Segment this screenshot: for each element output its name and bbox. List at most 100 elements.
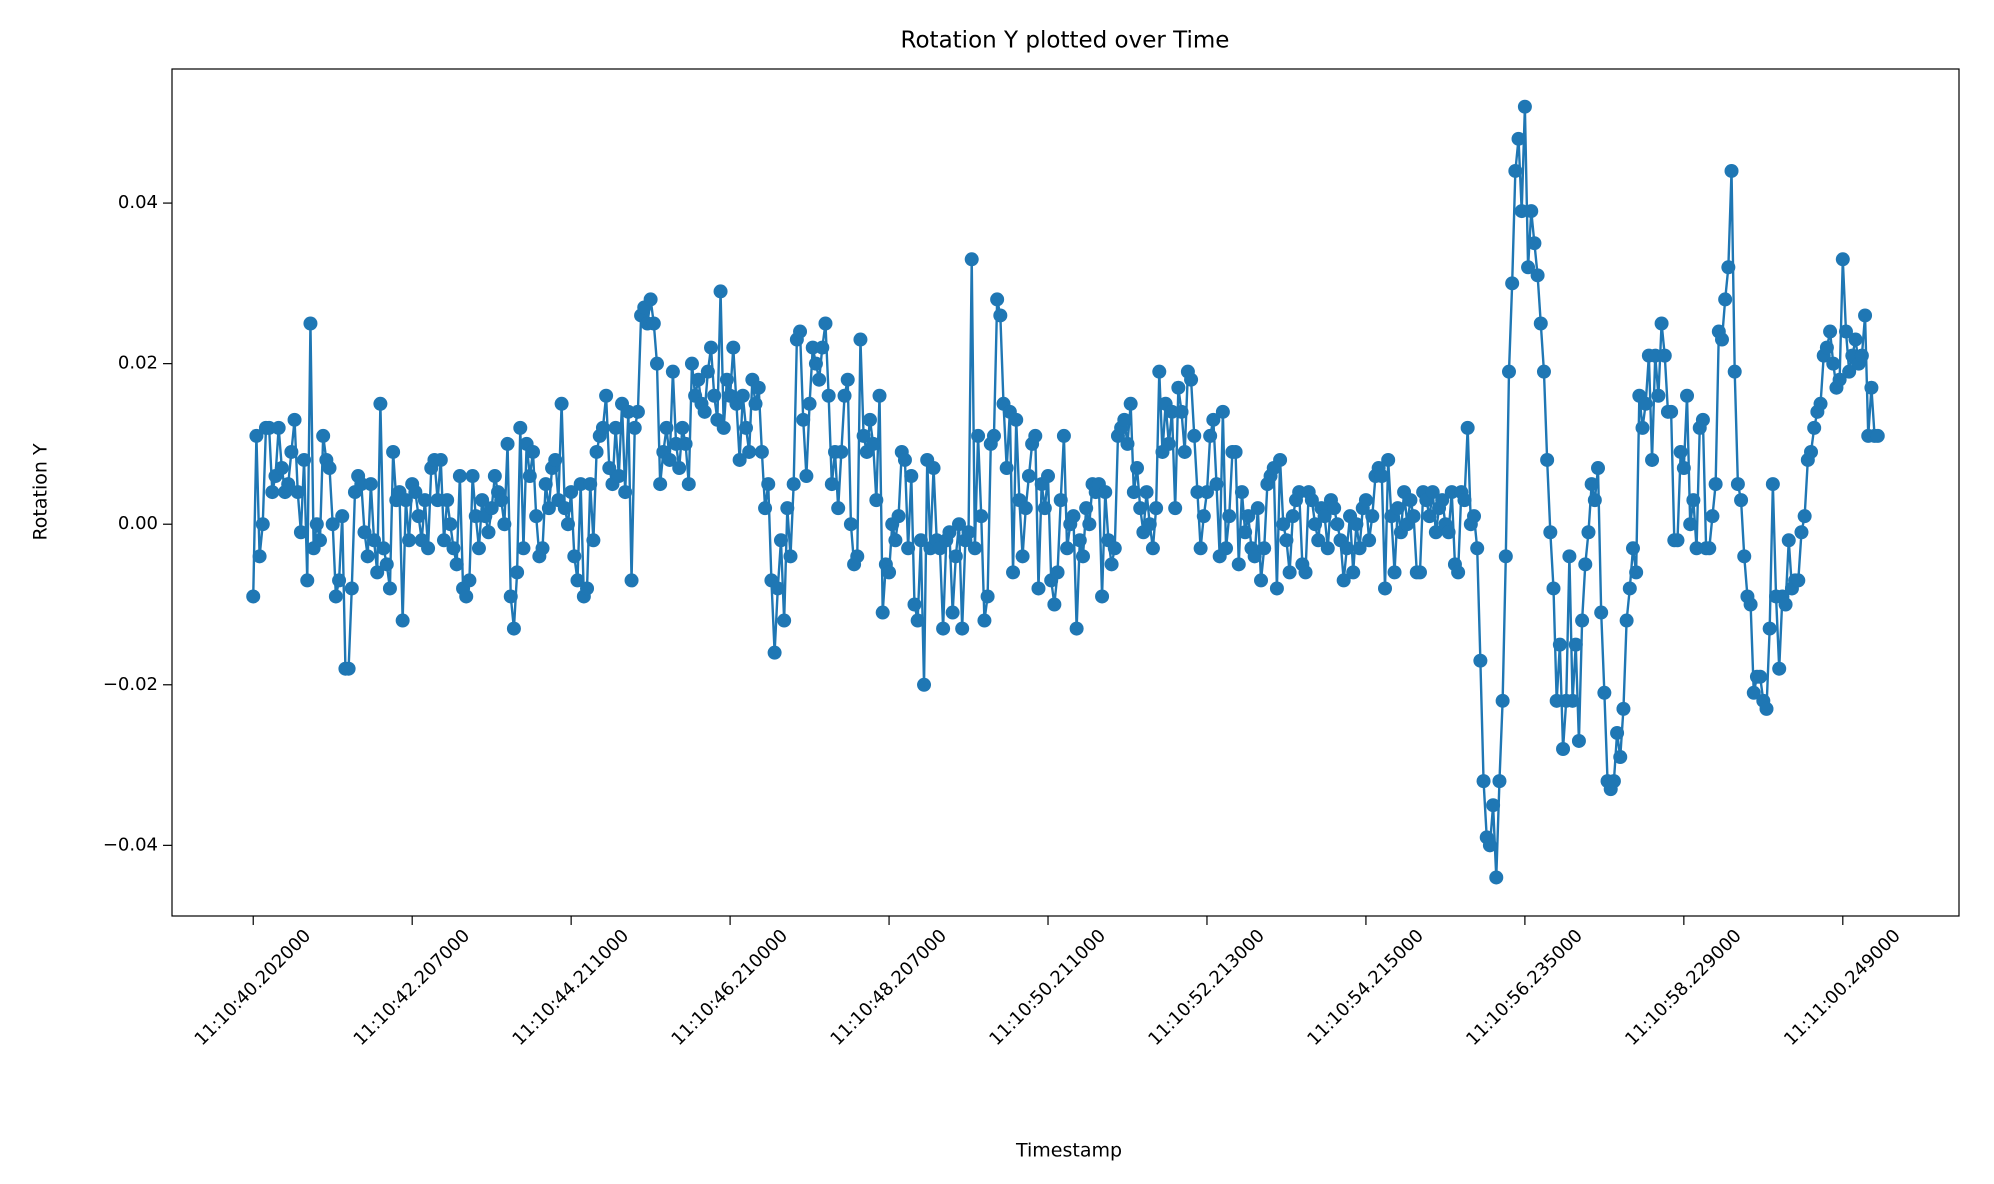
y-tick-label: 0.04 — [118, 192, 158, 213]
data-point — [255, 517, 270, 532]
data-point — [1053, 493, 1068, 508]
data-point — [1714, 332, 1729, 347]
data-point — [1807, 420, 1822, 435]
data-point — [1006, 565, 1021, 580]
data-point — [1813, 396, 1828, 411]
data-point — [281, 477, 296, 492]
data-point — [980, 589, 995, 604]
data-point — [398, 493, 413, 508]
data-point — [1708, 477, 1723, 492]
data-point — [554, 396, 569, 411]
data-point — [821, 388, 836, 403]
data-point — [465, 469, 480, 484]
data-point — [1676, 461, 1691, 476]
data-point — [608, 420, 623, 435]
data-point — [421, 541, 436, 556]
data-point — [1842, 364, 1857, 379]
data-point — [818, 316, 833, 331]
data-point — [548, 452, 563, 467]
data-point — [1610, 725, 1625, 740]
data-point — [704, 340, 719, 355]
y-tick-label: 0.00 — [118, 513, 158, 534]
data-point — [716, 420, 731, 435]
data-point — [901, 541, 916, 556]
data-point — [1492, 774, 1507, 789]
data-point — [882, 565, 897, 580]
data-point — [1139, 485, 1154, 500]
data-point — [1657, 348, 1672, 363]
data-point — [1743, 597, 1758, 612]
data-point — [1765, 477, 1780, 492]
data-point — [370, 565, 385, 580]
data-point — [1018, 501, 1033, 516]
data-point — [497, 517, 512, 532]
data-point — [1184, 372, 1199, 387]
data-point — [367, 533, 382, 548]
data-point — [1009, 412, 1024, 427]
data-point — [1695, 412, 1710, 427]
data-point — [1524, 204, 1539, 219]
data-point — [1095, 589, 1110, 604]
data-point — [557, 501, 572, 516]
data-point — [595, 420, 610, 435]
data-point — [1521, 260, 1536, 275]
data-point — [1819, 340, 1834, 355]
data-point — [945, 605, 960, 620]
data-point — [719, 372, 734, 387]
data-point — [840, 372, 855, 387]
data-point — [824, 477, 839, 492]
data-point — [707, 388, 722, 403]
data-point — [748, 396, 763, 411]
data-point — [462, 573, 477, 588]
data-point — [1107, 541, 1122, 556]
data-point — [360, 549, 375, 564]
data-point — [1718, 292, 1733, 307]
data-point — [1031, 581, 1046, 596]
data-point — [1489, 870, 1504, 885]
data-point — [1737, 549, 1752, 564]
data-point — [1209, 477, 1224, 492]
data-point — [373, 396, 388, 411]
data-point — [684, 356, 699, 371]
data-point — [1028, 428, 1043, 443]
data-point — [1587, 493, 1602, 508]
x-axis-label: Timestamp — [1015, 1140, 1122, 1162]
data-point — [1597, 685, 1612, 700]
data-point — [611, 469, 626, 484]
data-point — [1517, 99, 1532, 114]
data-point — [1552, 637, 1567, 652]
data-point — [1638, 396, 1653, 411]
data-point — [1543, 525, 1558, 540]
data-point — [955, 621, 970, 636]
data-point — [1702, 541, 1717, 556]
data-point — [1753, 669, 1768, 684]
data-point — [506, 621, 521, 636]
data-point — [738, 420, 753, 435]
data-point — [1247, 549, 1262, 564]
data-point — [770, 581, 785, 596]
data-point — [265, 485, 280, 500]
data-point — [1854, 348, 1869, 363]
data-point — [1346, 565, 1361, 580]
data-point — [1126, 485, 1141, 500]
data-point — [1606, 774, 1621, 789]
data-point — [1374, 469, 1389, 484]
data-point — [1619, 613, 1634, 628]
data-point — [1870, 428, 1885, 443]
data-point — [1352, 541, 1367, 556]
data-point — [1686, 493, 1701, 508]
data-point — [446, 541, 461, 556]
data-point — [888, 533, 903, 548]
data-point — [761, 477, 776, 492]
data-point — [1476, 774, 1491, 789]
data-point — [1199, 485, 1214, 500]
data-point — [1311, 533, 1326, 548]
data-point — [1625, 541, 1640, 556]
data-point — [1578, 557, 1593, 572]
data-point — [316, 428, 331, 443]
data-point — [691, 372, 706, 387]
data-point — [1778, 597, 1793, 612]
data-point — [1123, 396, 1138, 411]
